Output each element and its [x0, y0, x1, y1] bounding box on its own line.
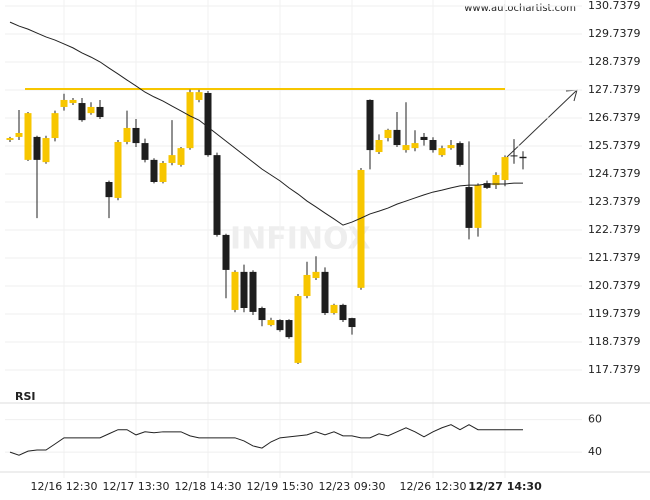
- y-tick-label: 123.7379: [588, 195, 641, 208]
- candle-body: [483, 183, 491, 188]
- rsi-title: RSI: [15, 390, 36, 403]
- candle-body: [519, 156, 527, 159]
- candle-body: [303, 274, 311, 296]
- candle-body: [204, 92, 212, 156]
- y-tick-label: 118.7379: [588, 335, 641, 348]
- candle-body: [195, 92, 203, 100]
- y-tick-label: 126.7379: [588, 111, 641, 124]
- candle-body: [339, 304, 347, 321]
- candle-body: [330, 304, 338, 314]
- candle-body: [132, 127, 140, 144]
- y-tick-label: 129.7379: [588, 27, 641, 40]
- candle-body: [375, 140, 383, 153]
- y-tick-label: 40: [588, 445, 602, 458]
- candle-body: [87, 106, 95, 114]
- candle-body: [411, 143, 419, 149]
- candle-body: [465, 187, 473, 228]
- candle-body: [267, 320, 275, 326]
- candle-body: [285, 320, 293, 338]
- candle-body: [177, 148, 185, 165]
- candle-body: [357, 169, 365, 288]
- candle-body: [402, 145, 410, 151]
- y-tick-label: 122.7379: [588, 223, 641, 236]
- y-tick-label: 119.7379: [588, 307, 641, 320]
- candle-body: [96, 106, 104, 118]
- candle-body: [258, 308, 266, 321]
- candle-body: [78, 103, 86, 121]
- candle-body: [366, 99, 374, 151]
- watermark: INFINOX: [230, 222, 371, 257]
- candle-body: [222, 234, 230, 270]
- candle-body: [321, 271, 329, 314]
- candle-body: [159, 162, 167, 182]
- candle-body: [438, 148, 446, 156]
- candle-body: [276, 320, 284, 331]
- candle-body: [6, 138, 14, 140]
- y-tick-label: 127.7379: [588, 83, 641, 96]
- candle-body: [456, 143, 464, 165]
- y-tick-label: 124.7379: [588, 167, 641, 180]
- candle-body: [420, 136, 428, 140]
- candle-body: [186, 92, 194, 149]
- candle-body: [393, 129, 401, 146]
- x-tick-label: 12/26 12:30: [400, 480, 467, 493]
- candle-body: [294, 295, 302, 363]
- x-tick-label: 12/17 13:30: [103, 480, 170, 493]
- y-tick-label: 121.7379: [588, 251, 641, 264]
- candle-body: [249, 271, 257, 312]
- candle-body: [213, 155, 221, 235]
- moving-average: [9, 21, 523, 226]
- candle-body: [123, 127, 131, 142]
- candle-body: [474, 185, 482, 228]
- y-tick-label: 130.7379: [588, 0, 641, 12]
- candle-body: [60, 99, 68, 107]
- candle-body: [492, 175, 500, 186]
- y-tick-label: 117.7379: [588, 363, 641, 376]
- candle-body: [51, 113, 59, 139]
- candle-body: [447, 145, 455, 149]
- candle-body: [15, 133, 23, 137]
- candle-body: [24, 113, 32, 160]
- candle-body: [312, 271, 320, 279]
- y-tick-label: 60: [588, 413, 602, 426]
- candle-body: [42, 138, 50, 163]
- candle-body: [114, 141, 122, 198]
- candle-body: [69, 99, 77, 104]
- candle-body: [141, 143, 149, 160]
- candle-body: [348, 318, 356, 328]
- candle-body: [384, 129, 392, 139]
- x-tick-label: 12/23 09:30: [319, 480, 386, 493]
- candle-body: [429, 140, 437, 151]
- candle-body: [105, 182, 113, 198]
- source: www.autochartist.com: [464, 3, 576, 14]
- x-tick-label: 12/19 15:30: [247, 480, 314, 493]
- x-tick-label: 12/16 12:30: [31, 480, 98, 493]
- candle-body: [168, 155, 176, 163]
- y-tick-label: 125.7379: [588, 139, 641, 152]
- y-tick-label: 120.7379: [588, 279, 641, 292]
- candle-body: [240, 271, 248, 308]
- candle-body: [33, 136, 41, 160]
- rsi-line: [9, 424, 523, 456]
- candle-body: [510, 155, 518, 157]
- x-tick-label: 12/18 14:30: [175, 480, 242, 493]
- candle-body: [150, 159, 158, 182]
- candle-body: [501, 157, 509, 181]
- y-tick-label: 128.7379: [588, 55, 641, 68]
- candle-body: [231, 271, 239, 310]
- x-tick-label: 12/27 14:30: [468, 480, 542, 493]
